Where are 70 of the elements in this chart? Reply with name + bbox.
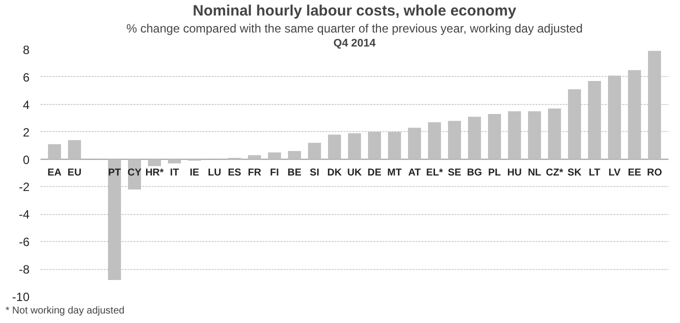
x-tick-label: EA: [48, 167, 62, 178]
x-tick-label: PL: [488, 167, 501, 178]
x-tick-label: NL: [528, 167, 542, 178]
x-tick-label: LT: [588, 167, 600, 178]
bar: [168, 159, 181, 164]
bar: [68, 140, 81, 160]
chart-title: Nominal hourly labour costs, whole economy: [192, 2, 517, 20]
x-tick-label: SE: [448, 167, 462, 178]
bar: [428, 122, 441, 160]
text: * Not working day adjusted: [6, 306, 124, 316]
y-tick-label: 2: [22, 125, 30, 140]
x-tick-label: EE: [628, 167, 642, 178]
bar: [308, 142, 321, 160]
x-tick-label: RO: [647, 167, 662, 178]
bar: [528, 111, 541, 160]
x-tick-label: MT: [387, 167, 402, 178]
x-tick-label: DE: [368, 167, 382, 178]
bar: [508, 111, 521, 160]
x-tick-label: SI: [310, 167, 320, 178]
x-tick-label: IE: [190, 167, 200, 178]
bar: [328, 134, 341, 160]
bar: [248, 155, 261, 160]
y-tick-label: -8: [18, 262, 30, 277]
annotation: Q4 2014: [333, 38, 376, 50]
bar: [588, 81, 601, 160]
x-tick-label: LU: [208, 167, 222, 178]
y-tick-label: 6: [22, 70, 30, 84]
x-tick-label: SK: [568, 167, 582, 178]
x-tick-label: PT: [108, 167, 121, 178]
bar: [408, 128, 421, 160]
bar: [608, 76, 621, 160]
bar: [448, 120, 461, 160]
bar: [268, 152, 281, 160]
x-tick-label: BG: [467, 167, 482, 178]
x-tick-label: ES: [228, 167, 242, 178]
bar: [368, 132, 381, 160]
bar: [568, 89, 581, 160]
x-tick-label: UK: [347, 167, 362, 178]
y-tick-label: -2: [18, 180, 30, 194]
chart-subtitle: % change compared with the same quarter of the previous year, working day adjusted: [126, 22, 583, 36]
bar: [628, 70, 641, 160]
bar: [488, 114, 501, 160]
x-tick-label: CY: [128, 167, 142, 178]
y-tick-label: 8: [22, 43, 30, 57]
x-tick-label: EU: [68, 167, 82, 178]
x-tick-label: EL*: [426, 167, 443, 178]
x-tick-label: BE: [288, 167, 302, 178]
x-tick-label: CZ*: [546, 167, 564, 178]
x-tick-label: DK: [327, 167, 342, 178]
x-tick-label: HR*: [145, 167, 164, 178]
bar: [468, 116, 481, 160]
y-tick-label: -10: [12, 290, 30, 304]
x-tick-label: LV: [608, 167, 621, 178]
bar: [108, 159, 121, 280]
x-tick-label: AT: [408, 167, 421, 178]
x-tick-label: FR: [248, 167, 262, 178]
bar: [548, 108, 561, 160]
bar: [48, 144, 61, 160]
y-tick-label: -4: [18, 208, 30, 222]
x-tick-label: HU: [507, 167, 522, 178]
bar: [648, 50, 661, 160]
x-tick-label: IT: [170, 167, 179, 178]
y-tick-label: -6: [18, 235, 30, 250]
bar: [148, 159, 161, 166]
bar: [348, 133, 361, 160]
y-tick-label: 0: [22, 152, 30, 167]
y-tick-label: 4: [22, 98, 30, 112]
bar: [288, 151, 301, 160]
bar: [388, 132, 401, 160]
x-tick-label: FI: [270, 167, 280, 178]
